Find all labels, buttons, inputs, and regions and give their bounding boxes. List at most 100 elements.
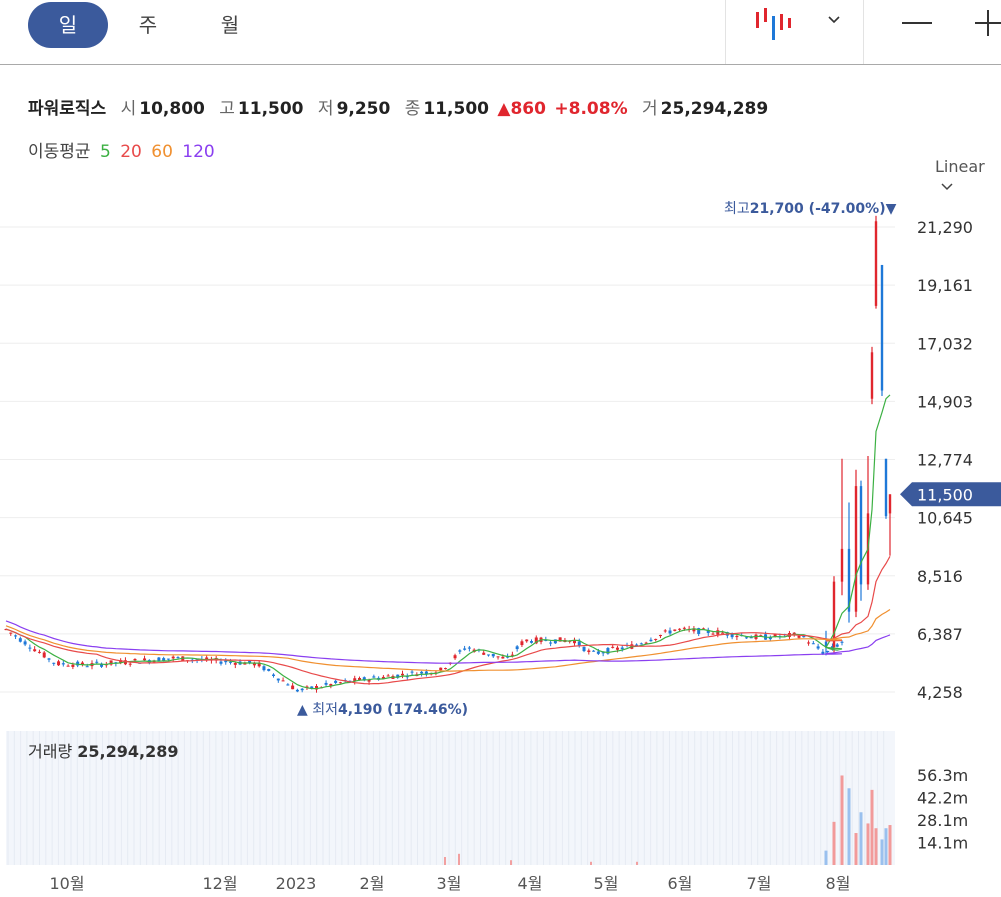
volume-bar bbox=[884, 828, 888, 865]
toolbar-divider bbox=[863, 0, 864, 64]
y-tick-label: 4,258 bbox=[917, 683, 963, 702]
volume-bar bbox=[854, 833, 858, 865]
x-tick-label: 5월 bbox=[594, 874, 619, 893]
candle-body bbox=[276, 678, 280, 681]
candle-body bbox=[42, 652, 46, 658]
stock-name: 파워로직스 bbox=[28, 99, 107, 119]
volume-value: 25,294,289 bbox=[660, 99, 769, 119]
chevron-down-icon[interactable] bbox=[826, 12, 842, 28]
volume-bar bbox=[444, 857, 446, 865]
candle-body bbox=[28, 647, 32, 649]
candle-body bbox=[95, 661, 99, 663]
x-tick-label: 6월 bbox=[668, 874, 693, 893]
candle-body bbox=[577, 641, 581, 646]
volume-bar bbox=[888, 825, 892, 865]
high-value: 11,500 bbox=[237, 99, 304, 119]
candle-body bbox=[66, 665, 70, 667]
candle-body bbox=[880, 264, 884, 391]
close-value: 11,500 bbox=[423, 99, 489, 119]
x-tick-label: 12월 bbox=[202, 874, 237, 893]
ma-5[interactable]: 5 bbox=[99, 142, 111, 162]
price-summary: 파워로직스 시 10,800 고 11,500 저 9,250 종 11,500 ▲86… bbox=[28, 94, 768, 119]
candle-body bbox=[534, 637, 538, 644]
candle-body bbox=[181, 656, 185, 662]
candle-body bbox=[439, 667, 443, 671]
candle-body bbox=[262, 666, 266, 671]
volume-bar bbox=[866, 823, 870, 865]
tab-daily[interactable]: 일 bbox=[28, 2, 108, 48]
volume-tick-label: 14.1m bbox=[917, 833, 968, 852]
high-annotation: 최고21,700 (-47.00%)▼ bbox=[724, 201, 897, 217]
volume-bar bbox=[458, 853, 460, 865]
candle-body bbox=[635, 644, 639, 646]
candle-body bbox=[701, 628, 705, 630]
candle-body bbox=[52, 662, 56, 664]
candle-body bbox=[401, 673, 405, 676]
volume-bar bbox=[880, 839, 884, 865]
candle-body bbox=[678, 628, 682, 630]
moving-average-line-60 bbox=[5, 608, 891, 672]
candle-body bbox=[840, 641, 844, 643]
candle-body bbox=[673, 629, 677, 631]
y-tick-label: 6,387 bbox=[917, 625, 963, 644]
candle-body bbox=[744, 637, 748, 639]
ma-20[interactable]: 20 bbox=[120, 142, 142, 162]
candle-body bbox=[649, 639, 653, 642]
tab-weekly[interactable]: 주 bbox=[138, 13, 158, 37]
candle-body bbox=[658, 634, 662, 637]
candle-body bbox=[243, 662, 247, 665]
candle-body bbox=[233, 662, 237, 665]
low-label: 저 bbox=[317, 99, 334, 119]
candle-body bbox=[37, 651, 41, 653]
candle-body bbox=[606, 648, 610, 654]
volume-bar bbox=[874, 828, 878, 865]
chart-toolbar: 일 주 월 bbox=[0, 0, 1001, 65]
candle-body bbox=[496, 656, 500, 658]
candle-body bbox=[358, 677, 362, 681]
candle-body bbox=[80, 662, 84, 665]
candle-body bbox=[847, 548, 851, 612]
candle-body bbox=[71, 664, 75, 667]
candle-body bbox=[529, 641, 533, 643]
candle-body bbox=[572, 639, 576, 644]
scale-selector[interactable]: Linear bbox=[935, 157, 1001, 195]
candle-body bbox=[219, 661, 223, 664]
candle-body bbox=[128, 663, 132, 665]
candle-body bbox=[310, 686, 314, 689]
ma-120[interactable]: 120 bbox=[182, 142, 215, 162]
candle-body bbox=[76, 661, 80, 666]
minus-icon[interactable] bbox=[902, 22, 932, 24]
candle-body bbox=[654, 638, 658, 640]
candle-body bbox=[558, 637, 562, 642]
volume-bar bbox=[510, 860, 512, 865]
ma-60[interactable]: 60 bbox=[151, 142, 173, 162]
candle-body bbox=[824, 641, 828, 648]
chevron-down-icon bbox=[941, 182, 953, 190]
candle-body bbox=[9, 632, 13, 634]
candle-body bbox=[663, 630, 667, 632]
tab-monthly[interactable]: 월 bbox=[220, 13, 240, 37]
candle-body bbox=[291, 685, 295, 690]
candle-body bbox=[807, 642, 811, 644]
candle-body bbox=[133, 658, 137, 661]
scale-label: Linear bbox=[935, 157, 985, 176]
candle-body bbox=[816, 646, 820, 649]
candle-body bbox=[463, 648, 467, 650]
candlestick-icon[interactable] bbox=[752, 6, 794, 42]
candle-body bbox=[176, 657, 180, 659]
candle-body bbox=[884, 458, 888, 517]
candle-body bbox=[467, 647, 471, 649]
x-tick-label: 8월 bbox=[826, 874, 851, 893]
moving-average-line-120 bbox=[5, 620, 891, 664]
x-tick-label: 10월 bbox=[49, 874, 84, 893]
candle-body bbox=[420, 671, 424, 674]
volume-tick-label: 56.3m bbox=[917, 766, 968, 785]
candle-body bbox=[870, 352, 874, 399]
candle-body bbox=[874, 221, 878, 306]
candle-body bbox=[443, 668, 447, 670]
volume-bar bbox=[840, 775, 844, 865]
y-tick-label: 19,161 bbox=[917, 276, 973, 295]
candle-body bbox=[811, 643, 815, 645]
candle-body bbox=[281, 680, 285, 682]
